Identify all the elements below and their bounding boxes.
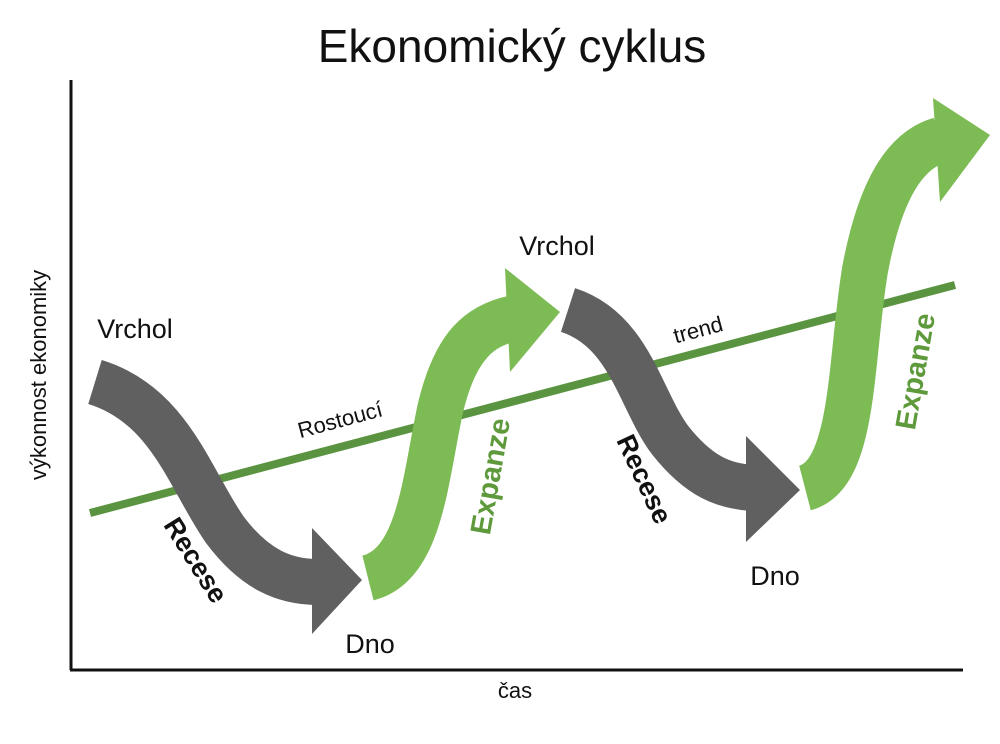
y-axis-label: výkonnost ekonomiky	[26, 270, 51, 480]
x-axis-label: čas	[498, 678, 532, 703]
expansion-label-1: Expanze	[465, 416, 517, 537]
peak-label-2: Vrchol	[519, 231, 595, 261]
expansion-arrow-2	[796, 98, 990, 511]
recession-arrow-1	[87, 360, 362, 634]
trend-label-right: trend	[671, 311, 726, 348]
trough-label-1: Dno	[345, 629, 395, 659]
peak-label-1: Vrchol	[97, 314, 173, 344]
expansion-label-2: Expanze	[890, 311, 942, 432]
expansion-arrow-1	[360, 268, 560, 601]
recession-arrow-2	[559, 288, 800, 542]
trend-line	[88, 281, 957, 517]
trough-label-2: Dno	[750, 561, 800, 591]
diagram-title: Ekonomický cyklus	[318, 20, 707, 72]
